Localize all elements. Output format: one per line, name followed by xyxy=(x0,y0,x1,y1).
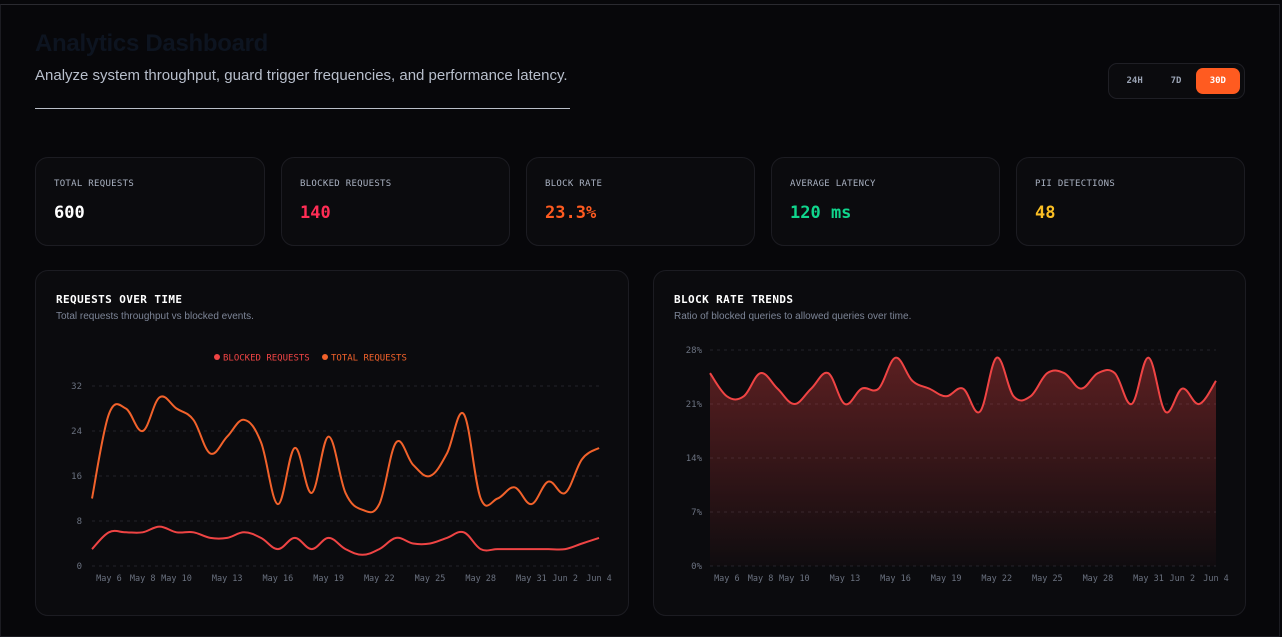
legend-label: BLOCKED REQUESTS xyxy=(223,354,310,364)
x-tick-label: May 25 xyxy=(415,574,446,584)
header-divider xyxy=(35,108,570,109)
requests-over-time-panel: REQUESTS OVER TIME Total requests throug… xyxy=(35,270,629,616)
metric-card-blocked-requests: BLOCKED REQUESTS 140 xyxy=(281,157,510,246)
page-subtitle: Analyze system throughput, guard trigger… xyxy=(35,67,568,84)
x-tick-label: May 19 xyxy=(313,574,344,584)
requests-line-chart: 0 8 16 24 32 May 6 May 8 May 10 May 13 May 16 May … xyxy=(71,354,612,585)
range-30d-button[interactable]: 30D xyxy=(1195,68,1240,94)
x-tick-label: May 16 xyxy=(263,574,294,584)
y-tick-label: 32 xyxy=(71,382,82,392)
panel-subtitle: Total requests throughput vs blocked eve… xyxy=(56,311,254,322)
metric-card-pii-detections: PII DETECTIONS 48 xyxy=(1016,157,1245,246)
legend-marker xyxy=(214,354,220,360)
total-requests-line xyxy=(91,395,600,514)
x-tick-label: May 31 xyxy=(516,574,547,584)
panel-subtitle: Ratio of blocked queries to allowed quer… xyxy=(674,311,912,322)
metric-value: 600 xyxy=(54,203,85,223)
metric-label: TOTAL REQUESTS xyxy=(54,179,135,189)
range-24h-button[interactable]: 24H xyxy=(1126,76,1143,86)
metric-value: 120 ms xyxy=(790,203,852,223)
y-tick-label: 0% xyxy=(691,562,702,572)
x-tick-label: May 13 xyxy=(830,574,861,584)
x-tick-label: May 22 xyxy=(981,574,1012,584)
metric-label: BLOCK RATE xyxy=(545,179,603,189)
x-tick-label: Jun 2 xyxy=(1169,574,1195,584)
y-tick-label: 16 xyxy=(71,472,82,482)
x-tick-label: Jun 4 xyxy=(1203,574,1229,584)
metric-label: BLOCKED REQUESTS xyxy=(300,179,392,189)
metric-card-total-requests: TOTAL REQUESTS 600 xyxy=(35,157,265,246)
x-tick-label: May 8 xyxy=(130,574,156,584)
x-tick-label: May 19 xyxy=(931,574,962,584)
y-tick-label: 0 xyxy=(77,562,82,572)
x-tick-label: May 25 xyxy=(1032,574,1063,584)
range-7d-button[interactable]: 7D xyxy=(1170,76,1182,86)
page-title: Analytics Dashboard xyxy=(35,30,269,57)
x-tick-label: May 6 xyxy=(96,574,122,584)
x-tick-label: May 10 xyxy=(779,574,810,584)
x-tick-label: May 28 xyxy=(1083,574,1114,584)
x-tick-label: May 16 xyxy=(880,574,911,584)
block-rate-line xyxy=(709,356,1217,414)
x-tick-label: May 10 xyxy=(161,574,192,584)
metric-label: AVERAGE LATENCY xyxy=(790,179,876,189)
legend-marker xyxy=(322,354,328,360)
metric-value: 48 xyxy=(1035,203,1056,223)
legend-label: TOTAL REQUESTS xyxy=(331,354,407,364)
y-tick-label: 21% xyxy=(686,400,703,410)
x-tick-label: May 8 xyxy=(748,574,774,584)
block-rate-trends-panel: BLOCK RATE TRENDS Ratio of blocked queri… xyxy=(653,270,1246,616)
time-range-selector: 24H 7D 30D xyxy=(1108,63,1245,99)
x-tick-label: Jun 2 xyxy=(552,574,578,584)
blocked-requests-line xyxy=(91,525,600,556)
x-tick-label: May 6 xyxy=(714,574,740,584)
y-tick-label: 24 xyxy=(71,427,82,437)
y-tick-label: 7% xyxy=(691,508,702,518)
metric-label: PII DETECTIONS xyxy=(1035,179,1116,189)
metric-value: 140 xyxy=(300,203,331,223)
block-rate-area-fill xyxy=(710,357,1216,566)
panel-title: BLOCK RATE TRENDS xyxy=(674,293,794,306)
x-tick-label: May 22 xyxy=(364,574,395,584)
y-tick-label: 8 xyxy=(77,517,82,527)
metric-card-block-rate: BLOCK RATE 23.3% xyxy=(526,157,755,246)
panel-title: REQUESTS OVER TIME xyxy=(56,293,183,306)
metric-value: 23.3% xyxy=(545,203,597,223)
y-tick-label: 14% xyxy=(686,454,703,464)
block-rate-area-chart: 0% 7% 14% 21% 28% May 6 May 8 May 10 May 13 May 1… xyxy=(686,346,1229,584)
x-tick-label: May 31 xyxy=(1133,574,1164,584)
x-tick-label: Jun 4 xyxy=(586,574,612,584)
y-tick-label: 28% xyxy=(686,346,703,356)
x-tick-label: May 28 xyxy=(465,574,496,584)
x-tick-label: May 13 xyxy=(212,574,243,584)
metric-card-average-latency: AVERAGE LATENCY 120 ms xyxy=(771,157,1000,246)
